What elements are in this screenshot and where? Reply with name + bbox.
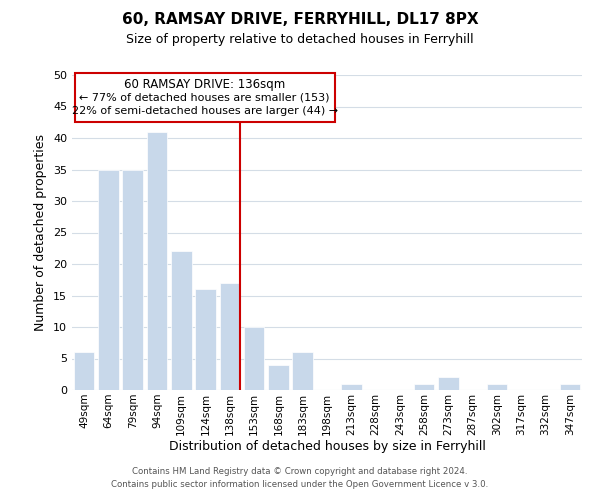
Y-axis label: Number of detached properties: Number of detached properties [34,134,47,331]
Text: Contains public sector information licensed under the Open Government Licence v : Contains public sector information licen… [112,480,488,489]
Bar [292,352,313,390]
Bar [74,352,94,390]
Text: 60 RAMSAY DRIVE: 136sqm: 60 RAMSAY DRIVE: 136sqm [124,78,285,91]
Bar [268,365,289,390]
Bar [171,252,191,390]
X-axis label: Distribution of detached houses by size in Ferryhill: Distribution of detached houses by size … [169,440,485,454]
Text: ← 77% of detached houses are smaller (153): ← 77% of detached houses are smaller (15… [79,92,330,102]
Bar [98,170,119,390]
Bar [195,289,216,390]
Bar [146,132,167,390]
Bar [341,384,362,390]
Bar [122,170,143,390]
FancyBboxPatch shape [74,74,335,122]
Bar [220,283,240,390]
Bar [244,327,265,390]
Text: 22% of semi-detached houses are larger (44) →: 22% of semi-detached houses are larger (… [71,106,338,116]
Bar [438,378,459,390]
Text: Contains HM Land Registry data © Crown copyright and database right 2024.: Contains HM Land Registry data © Crown c… [132,467,468,476]
Text: Size of property relative to detached houses in Ferryhill: Size of property relative to detached ho… [126,32,474,46]
Text: 60, RAMSAY DRIVE, FERRYHILL, DL17 8PX: 60, RAMSAY DRIVE, FERRYHILL, DL17 8PX [122,12,478,28]
Bar [487,384,508,390]
Bar [414,384,434,390]
Bar [560,384,580,390]
